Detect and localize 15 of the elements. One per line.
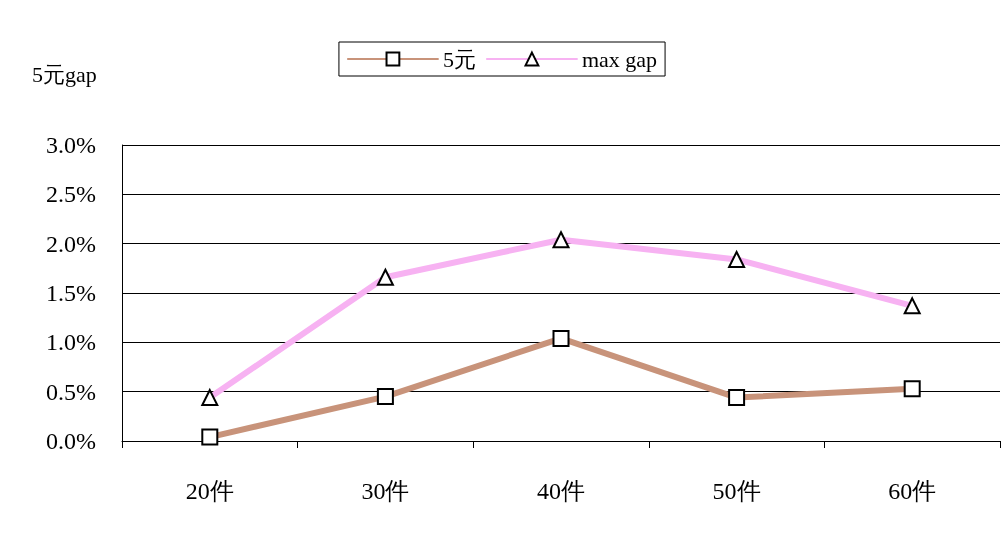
x-tick-label: 40件 bbox=[537, 478, 585, 504]
y-tick-label: 0.5% bbox=[46, 378, 96, 405]
y-tick-label: 1.0% bbox=[46, 329, 96, 356]
legend-label: max gap bbox=[581, 46, 658, 72]
x-tick-label: 30件 bbox=[361, 478, 410, 504]
y-tick-label: 2.5% bbox=[46, 181, 96, 208]
y-axis-title: 5元gap bbox=[32, 61, 97, 87]
y-tick-label: 2.0% bbox=[46, 230, 96, 257]
y-tick-label: 1.5% bbox=[46, 280, 96, 306]
legend-label: 5元 bbox=[442, 46, 476, 72]
y-tick-label: 3.0% bbox=[46, 132, 96, 158]
x-tick-label: 60件 bbox=[888, 478, 937, 504]
y-tick-label: 0.0% bbox=[46, 428, 96, 454]
x-tick-label: 20件 bbox=[185, 478, 234, 504]
x-tick-label: 50件 bbox=[712, 478, 761, 504]
